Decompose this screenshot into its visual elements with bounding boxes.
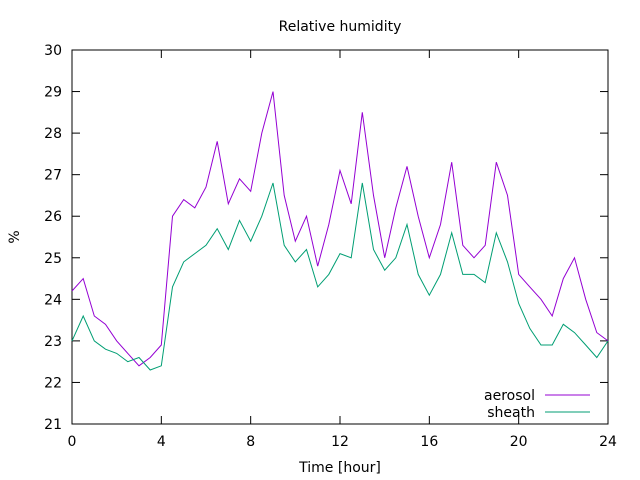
y-tick-label: 24 — [44, 292, 62, 308]
y-tick-label: 30 — [44, 43, 62, 59]
x-tick-label: 4 — [157, 434, 166, 450]
x-tick-label: 8 — [246, 434, 255, 450]
y-tick-label: 28 — [44, 126, 62, 142]
legend-label-sheath: sheath — [487, 405, 535, 421]
y-tick-label: 25 — [44, 251, 62, 267]
x-axis-label: Time [hour] — [298, 460, 381, 476]
axis-ticks: 21 22 23 24 25 26 27 28 29 30 0 4 8 12 16 20 24 — [44, 43, 617, 450]
legend-label-aerosol: aerosol — [484, 388, 535, 404]
series-line-aerosol — [71, 91, 609, 367]
x-tick-label: 20 — [510, 434, 528, 450]
y-tick-label: 22 — [44, 375, 62, 391]
series-line-sheath — [71, 182, 609, 371]
y-tick-label: 21 — [44, 417, 62, 433]
y-axis-label: % — [7, 230, 23, 243]
y-tick-label: 26 — [44, 209, 62, 225]
y-tick-label: 23 — [44, 334, 62, 350]
y-tick-label: 27 — [44, 168, 62, 184]
x-tick-label: 0 — [68, 434, 77, 450]
x-tick-label: 16 — [420, 434, 438, 450]
x-tick-label: 24 — [599, 434, 617, 450]
plot-frame — [71, 49, 609, 425]
chart-title: Relative humidity — [279, 19, 402, 35]
x-tick-label: 12 — [331, 434, 349, 450]
series-lines — [71, 91, 609, 371]
y-tick-label: 29 — [44, 85, 62, 101]
